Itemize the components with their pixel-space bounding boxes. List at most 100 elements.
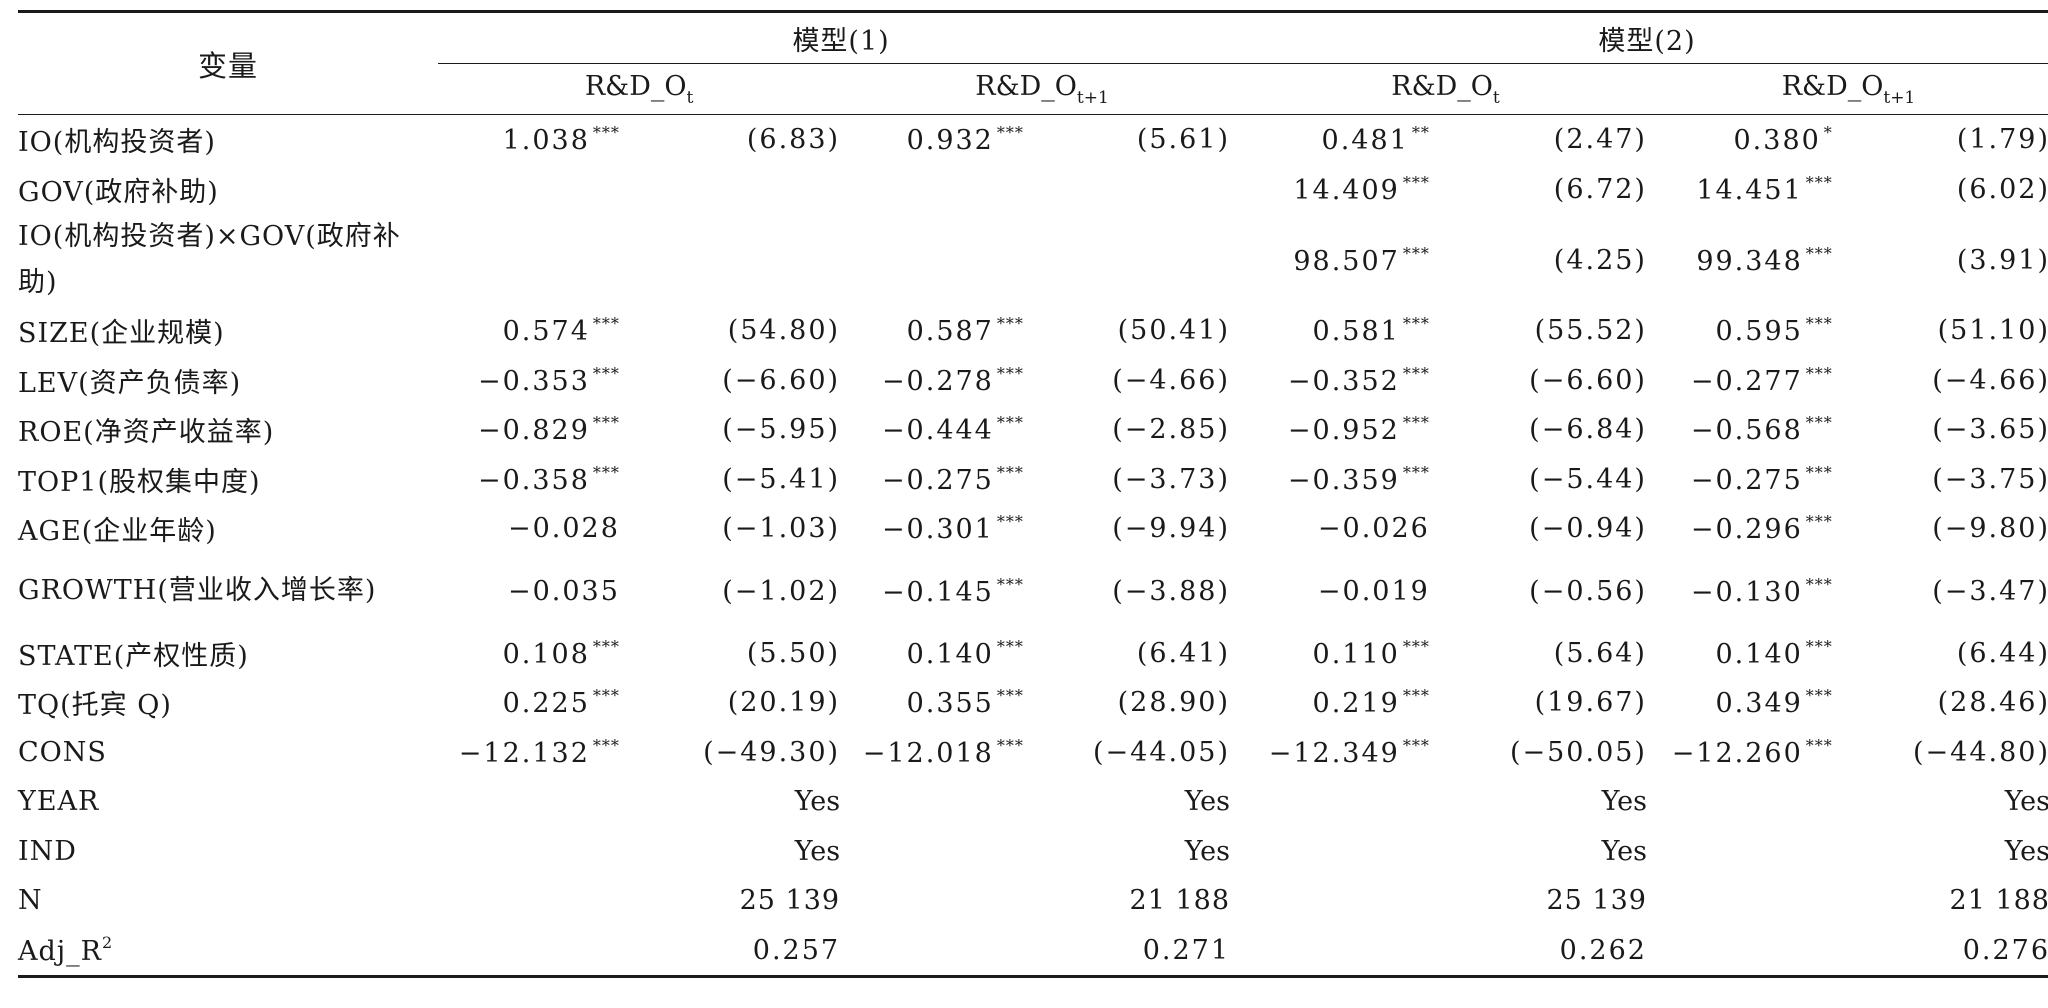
significance-stars: *** xyxy=(1402,413,1430,433)
coefficient-value: −0.277 xyxy=(1690,365,1803,397)
coefficient-value: −0.352 xyxy=(1287,365,1400,397)
coefficient-value: −0.035 xyxy=(507,575,620,607)
coefficient-value: 0.574 xyxy=(502,316,590,348)
row-label: N xyxy=(18,885,43,917)
t-stat-cell: (−3.47) xyxy=(1833,554,2048,629)
t-stat-cell: (6.83) xyxy=(620,115,840,165)
model2-dep-var-t1: R&D_Ot+1 xyxy=(1646,63,2048,115)
t-stat-value: (−0.56) xyxy=(1529,575,1647,607)
coefficient-cell: 0.581 *** xyxy=(1244,306,1430,356)
coefficient-value: 98.507 xyxy=(1293,245,1400,277)
t-stat-cell: (−3.75) xyxy=(1833,455,2048,505)
coefficient-cell: −0.130 *** xyxy=(1647,554,1833,629)
coefficient-cell: −0.568 *** xyxy=(1647,405,1833,455)
t-stat-cell xyxy=(1024,214,1244,306)
t-stat-cell: (−4.66) xyxy=(1024,356,1244,406)
coefficient-cell: −12.132 *** xyxy=(438,728,620,778)
row-label: STATE(产权性质) xyxy=(18,640,249,672)
t-stat-value: (−50.05) xyxy=(1509,736,1647,768)
table-row: GOV(政府补助) 14.409 *** (6.72) 14.451 *** (6.02) xyxy=(18,165,2048,215)
t-stat-cell: (−5.44) xyxy=(1430,455,1647,505)
significance-stars: *** xyxy=(592,686,620,706)
table-row: ROE(净资产收益率) −0.829 *** (−5.95) −0.444 *** (−2.… xyxy=(18,405,2048,455)
t-stat-cell: (−2.85) xyxy=(1024,405,1244,455)
t-stat-value: (50.41) xyxy=(1117,315,1231,347)
t-stat-cell: (−4.66) xyxy=(1833,356,2048,406)
significance-stars: *** xyxy=(1805,735,1833,755)
coefficient-value: 0.140 xyxy=(906,638,994,670)
coefficient-cell: 0.587 *** xyxy=(840,306,1024,356)
significance-stars: *** xyxy=(996,512,1024,532)
t-stat-cell: (−9.94) xyxy=(1024,504,1244,554)
coefficient-value: 0.587 xyxy=(906,316,994,348)
t-stat-cell: (−9.80) xyxy=(1833,504,2048,554)
coefficient-cell: 0.108 *** xyxy=(438,629,620,679)
t-stat-cell: (−44.80) xyxy=(1833,728,2048,778)
t-stat-value: (−5.41) xyxy=(722,463,841,495)
n-value-cell: 21 188 xyxy=(1129,885,1231,917)
t-stat-cell xyxy=(620,165,840,215)
significance-stars: *** xyxy=(1402,172,1430,192)
t-stat-value: (−4.66) xyxy=(1932,364,2048,396)
coefficient-cell xyxy=(438,214,620,306)
coefficient-cell: 0.219 *** xyxy=(1244,678,1430,728)
t-stat-value: (3.91) xyxy=(1956,244,2048,276)
t-stat-cell: (54.80) xyxy=(620,306,840,356)
coefficient-cell: 14.409 *** xyxy=(1244,165,1430,215)
t-stat-cell xyxy=(1024,165,1244,215)
coefficient-value: −0.275 xyxy=(1690,464,1803,496)
t-stat-value: (5.50) xyxy=(746,637,841,669)
table-row: AGE(企业年龄) −0.028 (−1.03) −0.301 *** (−9.94) −0… xyxy=(18,504,2048,554)
t-stat-cell: (−49.30) xyxy=(620,728,840,778)
coefficient-cell: −0.444 *** xyxy=(840,405,1024,455)
t-stat-value: (20.19) xyxy=(727,687,841,719)
t-stat-cell: (5.61) xyxy=(1024,115,1244,165)
significance-stars: *** xyxy=(996,735,1024,755)
t-stat-cell: (6.44) xyxy=(1833,629,2048,679)
significance-stars: ** xyxy=(1411,123,1430,143)
coefficient-cell: −0.275 *** xyxy=(1647,455,1833,505)
t-stat-value: (−44.80) xyxy=(1913,736,2048,768)
significance-stars: *** xyxy=(996,686,1024,706)
t-stat-value: (−9.94) xyxy=(1112,513,1231,545)
table-row: IO(机构投资者)×GOV(政府补助) 98.507 *** (4.25) 99.348… xyxy=(18,214,2048,306)
significance-stars: *** xyxy=(1805,636,1833,656)
t-stat-cell: (2.47) xyxy=(1430,115,1647,165)
t-stat-cell: (−44.05) xyxy=(1024,728,1244,778)
coefficient-cell: 1.038 *** xyxy=(438,115,620,165)
t-stat-value: (−3.88) xyxy=(1112,575,1231,607)
model2-dep-var-t: R&D_Ot xyxy=(1244,63,1647,115)
row-label: IO(机构投资者)×GOV(政府补助) xyxy=(18,214,438,306)
t-stat-cell: (55.52) xyxy=(1430,306,1647,356)
coefficient-value: −0.301 xyxy=(881,514,994,546)
significance-stars: *** xyxy=(996,574,1024,594)
coefficient-value: −12.260 xyxy=(1671,737,1803,769)
coefficient-value: −0.275 xyxy=(881,464,994,496)
t-stat-value: (55.52) xyxy=(1534,315,1647,347)
significance-stars: *** xyxy=(996,413,1024,433)
t-stat-value: (1.79) xyxy=(1956,124,2048,156)
adj-r-superscript: 2 xyxy=(101,933,114,953)
adj-r-label: Adj_R xyxy=(18,936,102,968)
row-label: SIZE(企业规模) xyxy=(18,318,225,350)
row-label: IND xyxy=(18,835,77,867)
coefficient-cell: −0.035 xyxy=(438,554,620,629)
coefficient-value: −12.349 xyxy=(1268,737,1400,769)
coefficient-value: −0.028 xyxy=(507,513,620,545)
year-value-cell: Yes xyxy=(1184,786,1231,818)
t-stat-cell: (−1.02) xyxy=(620,554,840,629)
coefficient-value: −0.019 xyxy=(1317,575,1430,607)
significance-stars: * xyxy=(1823,123,1833,143)
ind-value-cell: Yes xyxy=(1184,835,1231,867)
coefficient-value: −12.132 xyxy=(458,737,590,769)
significance-stars: *** xyxy=(1805,172,1833,192)
t-stat-cell xyxy=(620,214,840,306)
coefficient-cell: −0.358 *** xyxy=(438,455,620,505)
t-stat-value: (4.25) xyxy=(1553,244,1647,276)
significance-stars: *** xyxy=(1402,243,1430,263)
model1-header: 模型(1) xyxy=(438,10,1245,64)
model1-dep-var-t1: R&D_Ot+1 xyxy=(840,63,1245,115)
t-stat-cell: (3.91) xyxy=(1833,214,2048,306)
coefficient-cell: 0.225 *** xyxy=(438,678,620,728)
